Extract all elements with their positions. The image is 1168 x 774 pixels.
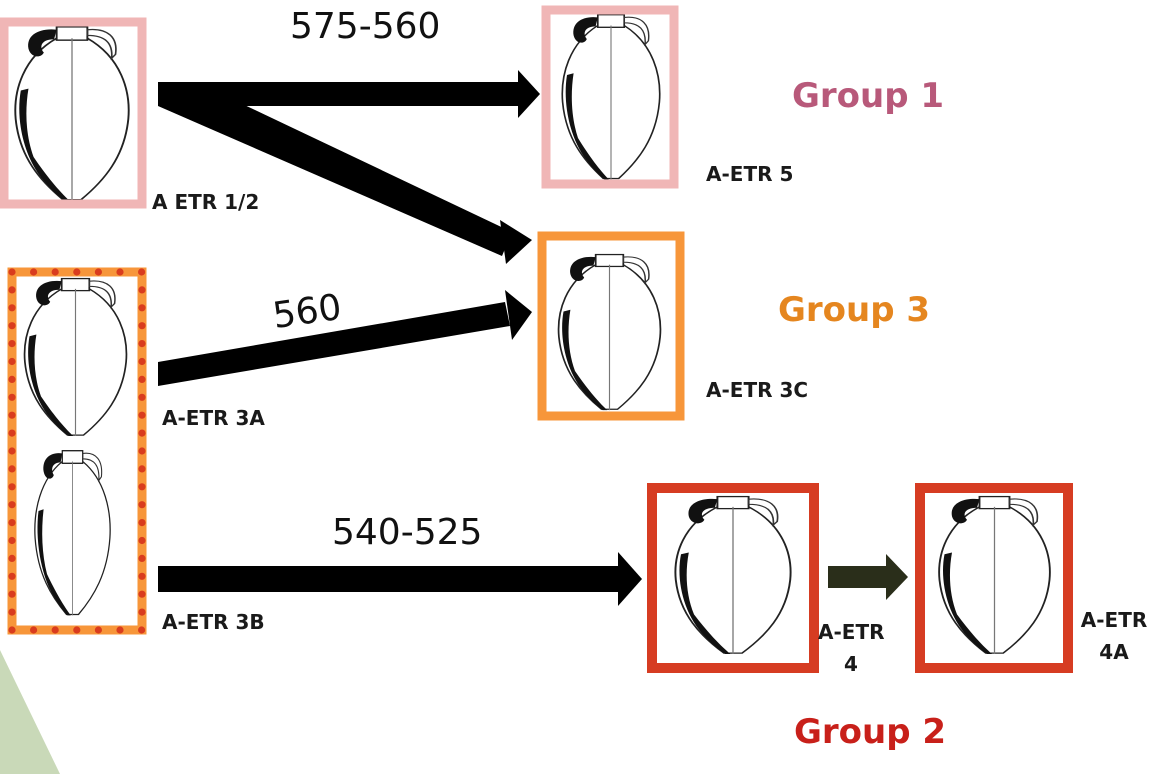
frame-dot <box>8 304 16 312</box>
frame-dot <box>8 572 16 580</box>
frame-dot <box>138 447 146 455</box>
corner-shape <box>0 650 60 774</box>
label-etr4a: A-ETR 4A <box>1074 604 1154 668</box>
frame-etr3ab-dots <box>8 268 146 634</box>
amphora-etr3c <box>542 236 680 416</box>
frame-dot <box>8 411 16 419</box>
frame-dot <box>138 519 146 527</box>
date-540-525: 540-525 <box>332 512 483 553</box>
group-1-label: Group 1 <box>792 76 945 116</box>
frame-dot <box>138 590 146 598</box>
label-etr4-line1: A-ETR <box>818 620 885 644</box>
frame-dot <box>73 268 81 276</box>
label-etr5: A-ETR 5 <box>706 162 794 186</box>
frame-dot <box>94 626 102 634</box>
frame-dot <box>8 286 16 294</box>
label-etr3b: A-ETR 3B <box>162 610 265 634</box>
frame-etr3c <box>537 231 685 421</box>
frame-dot <box>138 268 146 276</box>
frame-dot <box>94 268 102 276</box>
frame-dot <box>116 626 124 634</box>
frame-dot <box>138 554 146 563</box>
frame-dot <box>8 536 16 545</box>
frame-dot <box>51 626 59 634</box>
frame-dot <box>8 375 16 383</box>
frame-etr5 <box>541 5 679 189</box>
group-2-label: Group 2 <box>794 712 947 752</box>
frame-dot <box>8 483 16 491</box>
frame-dot <box>138 608 146 616</box>
date-575-560: 575-560 <box>290 6 441 47</box>
frame-dot <box>138 286 146 294</box>
label-etr4a-line1: A-ETR <box>1080 608 1148 632</box>
frame-etr12 <box>0 17 147 209</box>
amphora-etr4 <box>656 492 812 666</box>
frame-dot <box>138 465 146 473</box>
frame-dot <box>29 626 38 634</box>
frame-dot <box>138 483 146 491</box>
frame-dot <box>8 590 16 598</box>
frame-dot <box>8 554 16 563</box>
frame-dot <box>8 519 16 527</box>
frame-dot <box>8 357 16 366</box>
label-etr4a-line2: 4A <box>1099 640 1129 664</box>
frame-dot <box>8 501 16 509</box>
amphora-etr5 <box>546 10 674 184</box>
amphora-etr12 <box>4 22 142 204</box>
amphora-etr4a <box>924 492 1064 666</box>
group-3-label: Group 3 <box>778 290 931 330</box>
frame-dot <box>138 626 146 634</box>
frame-dot <box>138 304 146 312</box>
label-etr3a: A-ETR 3A <box>162 406 265 430</box>
amphora-etr3a <box>14 274 140 444</box>
frame-dot <box>8 268 16 276</box>
frame-dot <box>138 340 146 348</box>
frame-dot <box>8 608 16 616</box>
arrow-etr12-to-etr3c <box>158 82 532 264</box>
label-etr3c: A-ETR 3C <box>706 378 809 402</box>
frame-dot <box>51 268 59 276</box>
frame-dot <box>116 268 124 276</box>
frame-dot <box>138 429 146 437</box>
frame-dot <box>138 393 146 401</box>
label-etr4: A-ETR 4 <box>818 616 884 680</box>
frame-dot <box>138 357 146 366</box>
label-etr12: A ETR 1/2 <box>152 190 260 214</box>
arrow-etr3b-to-etr4 <box>158 552 642 606</box>
frame-dot <box>138 536 146 545</box>
frame-dot <box>8 393 16 401</box>
frame-dot <box>138 322 146 330</box>
frame-dot <box>8 429 16 437</box>
frame-dot <box>8 626 16 634</box>
frame-dot <box>138 572 146 580</box>
arrow-etr4-to-etr4a <box>828 554 908 600</box>
frame-dot <box>73 626 81 634</box>
frame-etr4a <box>915 483 1073 673</box>
label-etr4-line2: 4 <box>844 652 858 676</box>
frame-dot <box>8 447 16 455</box>
arrow-etr3a-to-etr3c <box>158 290 532 386</box>
frame-etr4 <box>647 483 819 673</box>
frame-dot <box>8 340 16 348</box>
frame-dot <box>138 501 146 509</box>
frame-dot <box>8 465 16 473</box>
frame-dot <box>138 411 146 419</box>
frame-dot <box>138 375 146 383</box>
frame-dot <box>8 322 16 330</box>
amphora-etr3b <box>14 444 140 626</box>
frame-dot <box>29 268 38 276</box>
